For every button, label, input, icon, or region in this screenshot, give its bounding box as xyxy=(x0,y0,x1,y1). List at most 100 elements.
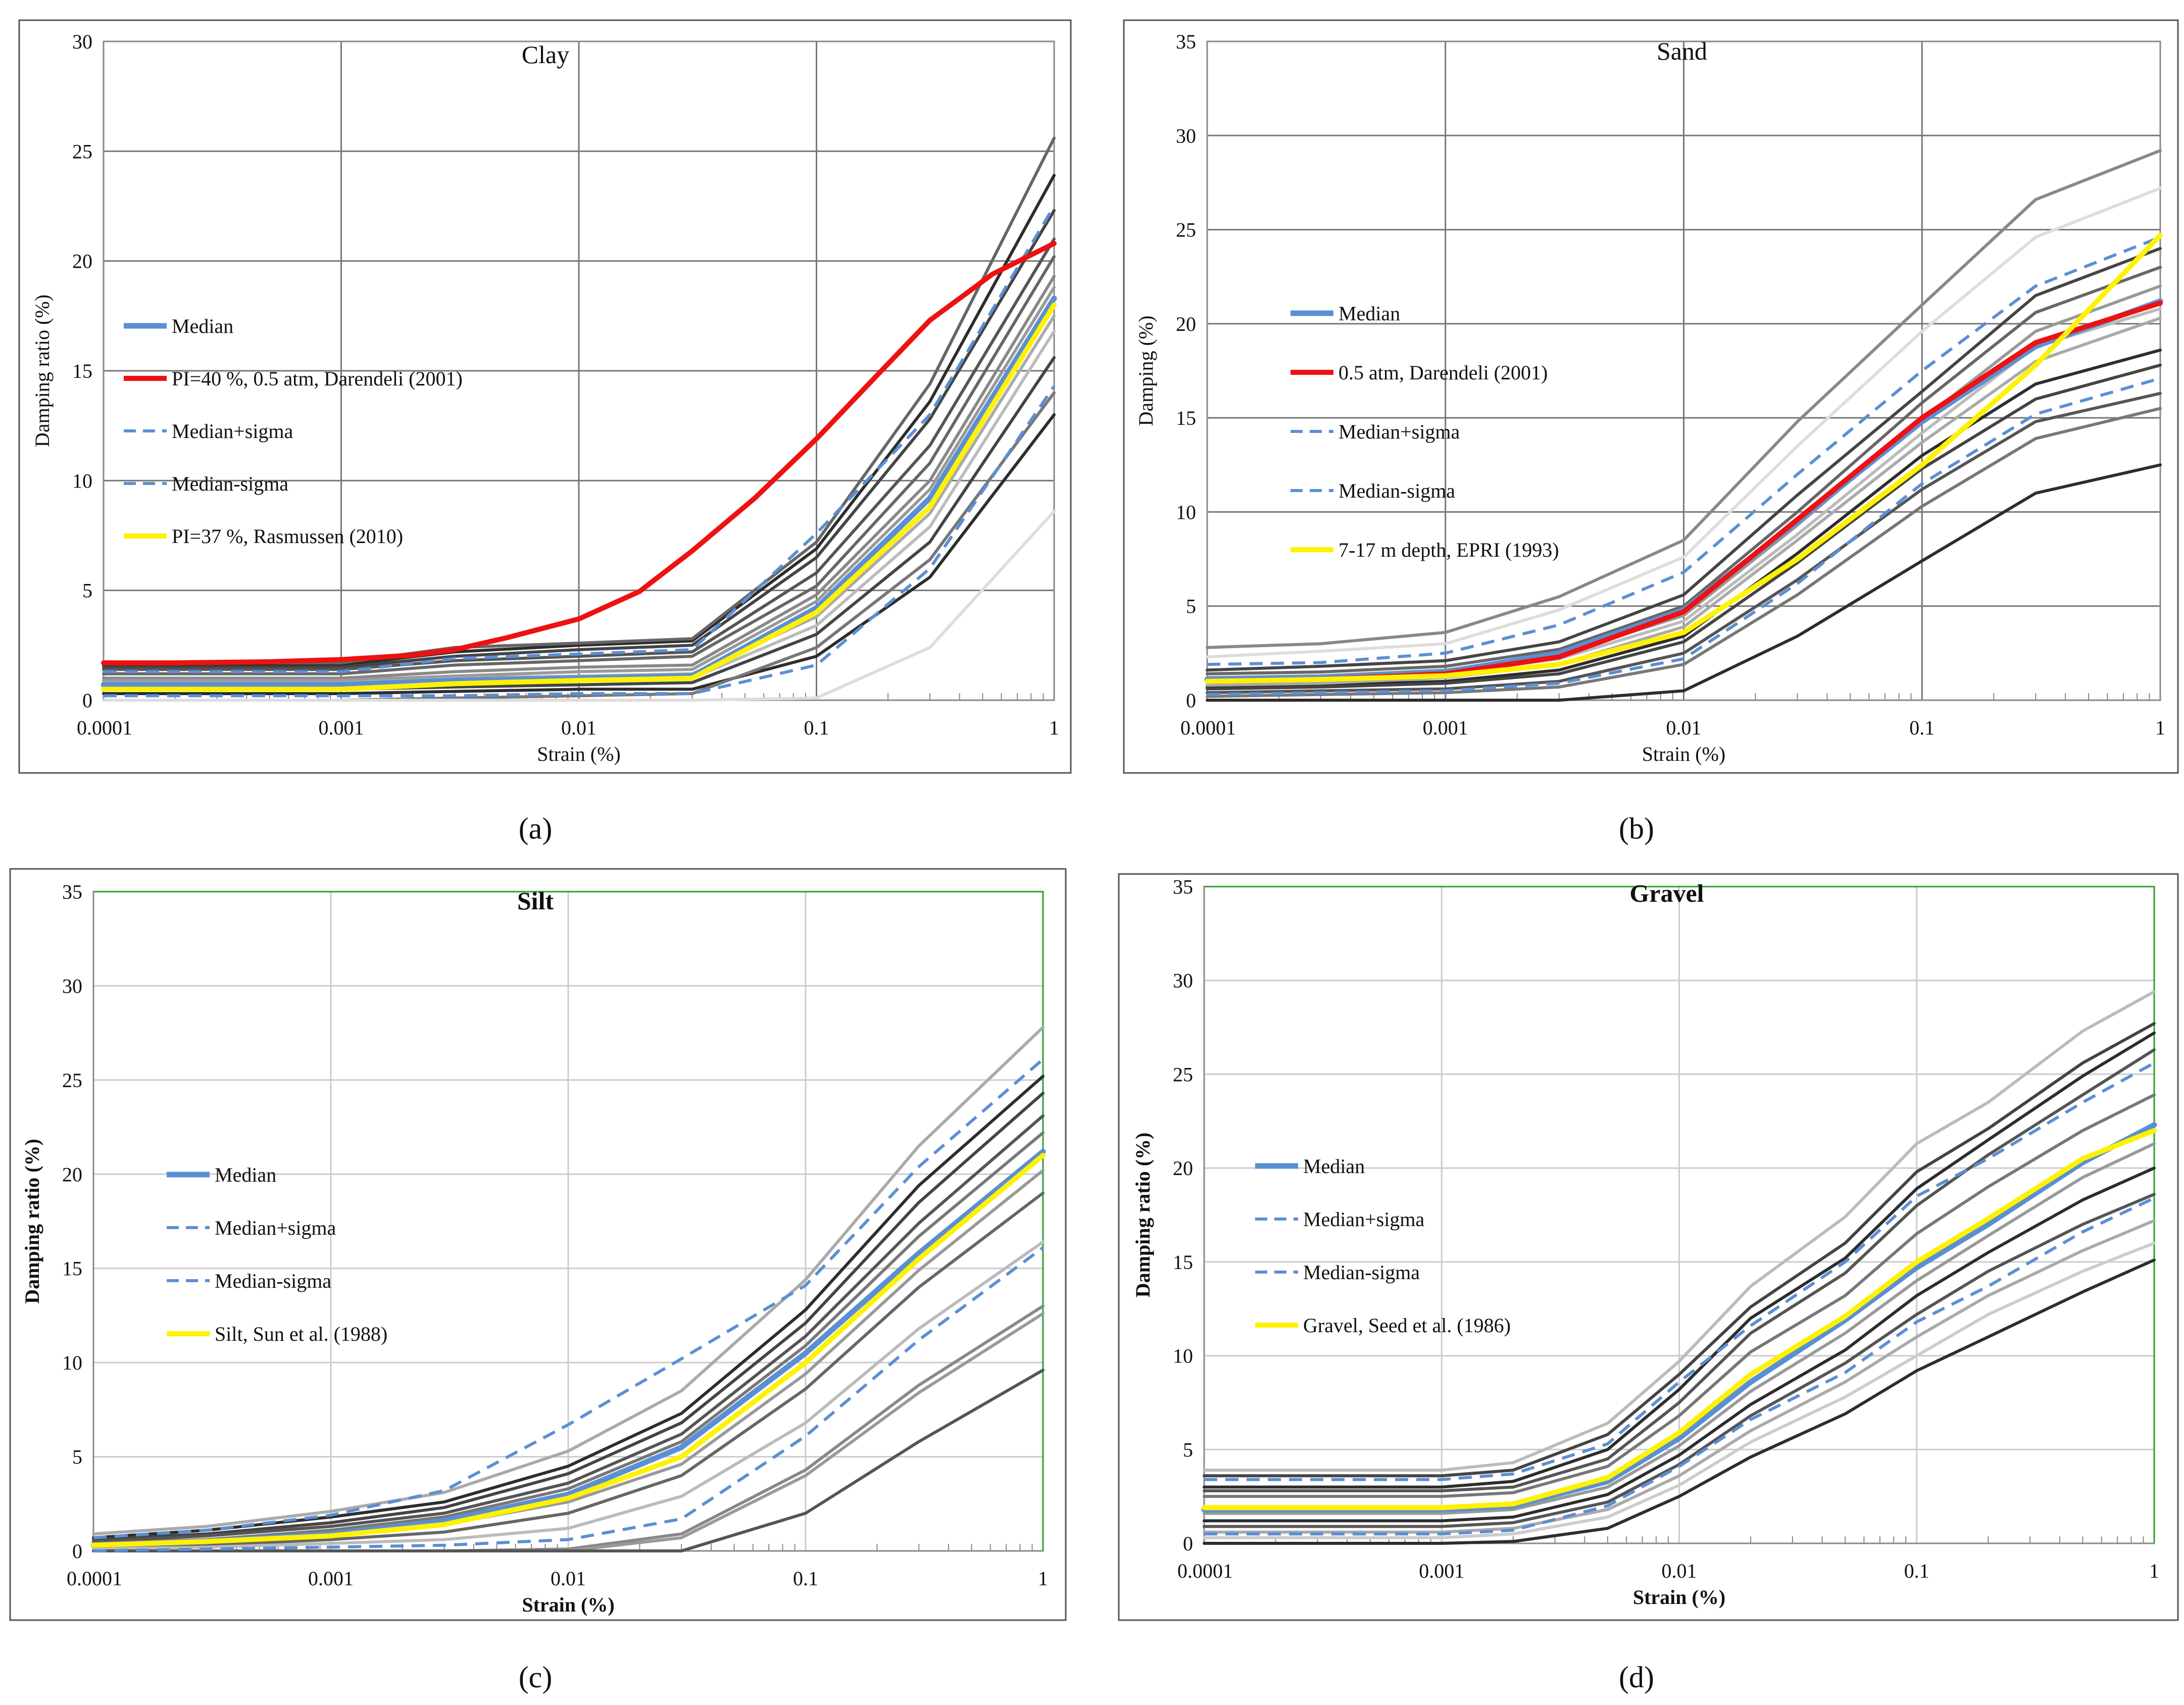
series-line-median-sigma xyxy=(104,385,1056,698)
y-tick-label: 5 xyxy=(82,579,92,602)
x-axis-label: Strain (%) xyxy=(522,1593,614,1616)
caption-a: (a) xyxy=(519,812,553,845)
series-line-site-7 xyxy=(92,1191,1045,1549)
series-line-pi-40-0-5-atm-darendeli-2001- xyxy=(101,240,1057,666)
series-line-site-3 xyxy=(1206,247,2162,672)
y-tick-label: 0 xyxy=(72,1540,82,1563)
x-tick-label: 0.1 xyxy=(1909,716,1934,739)
y-axis-label: Damping ratio (%) xyxy=(1131,1133,1154,1298)
legend-label: Median+sigma xyxy=(172,420,293,443)
series-line-site-9 xyxy=(1206,392,2162,695)
series-line-site-4 xyxy=(102,255,1056,675)
series-line-site-5 xyxy=(102,275,1056,680)
y-tick-label: 10 xyxy=(1176,501,1196,523)
series-line-site-1 xyxy=(1206,149,2162,649)
legend-label: Median-sigma xyxy=(1303,1261,1420,1284)
series-line-site-8 xyxy=(1203,1193,2156,1528)
y-tick-label: 20 xyxy=(1176,313,1196,335)
x-tick-label: 0.1 xyxy=(793,1567,818,1590)
legend-label: Median+sigma xyxy=(1338,420,1460,443)
x-tick-label: 0.1 xyxy=(1904,1560,1929,1582)
caption-c: (c) xyxy=(519,1661,553,1694)
series-line-site-2 xyxy=(1203,1022,2156,1478)
legend-label: Median xyxy=(1303,1155,1365,1178)
legend-label: PI=40 %, 0.5 atm, Darendeli (2001) xyxy=(172,367,463,390)
legend-label: Median xyxy=(215,1163,276,1186)
series-line-site-11 xyxy=(92,1369,1045,1552)
series-line-site-1 xyxy=(92,1026,1045,1536)
series-line-median-sigma xyxy=(1207,235,2161,666)
x-tick-label: 0.01 xyxy=(1662,1560,1697,1582)
series-line-site-4 xyxy=(1203,1048,2156,1492)
legend-label: Median xyxy=(1338,302,1400,325)
y-tick-label: 10 xyxy=(62,1351,82,1374)
series-line-site-3 xyxy=(1203,1031,2156,1489)
y-tick-label: 10 xyxy=(72,469,92,492)
legend-label: Median+sigma xyxy=(215,1216,336,1239)
legend-label: Gravel, Seed et al. (1986) xyxy=(1303,1314,1511,1337)
series-line-site-11 xyxy=(1203,1258,2156,1545)
y-tick-label: 5 xyxy=(72,1446,82,1469)
series-line-median-sigma xyxy=(93,1058,1044,1539)
series-line-median-sigma xyxy=(104,205,1056,673)
x-tick-label: 1 xyxy=(2155,716,2165,739)
chart-c: 0 5 10 15 20 25 30 35 0.0001 0.001 0.01 0.1 1 Strain … xyxy=(9,868,1067,1621)
series-line-site-10 xyxy=(102,413,1056,695)
y-axis-label: Damping ratio (%) xyxy=(31,295,54,447)
series-line-site-13 xyxy=(102,510,1056,702)
y-tick-label: 35 xyxy=(1176,30,1196,53)
legend-label: 0.5 atm, Darendeli (2001) xyxy=(1338,361,1548,384)
legend-label: Median-sigma xyxy=(215,1270,331,1292)
legend: Median Median+sigma Median-sigma Silt, Sun … xyxy=(167,1163,387,1345)
x-tick-label: 0.01 xyxy=(561,716,597,739)
y-axis-label: Damping (%) xyxy=(1134,316,1157,426)
y-tick-label: 10 xyxy=(1173,1345,1193,1368)
chart-b: 0 5 10 15 20 25 30 35 0.0001 0.001 0.01 0.1 1 Strain … xyxy=(1123,19,2179,774)
y-tick-label: 20 xyxy=(1173,1157,1193,1180)
y-tick-label: 20 xyxy=(72,250,92,273)
legend-label: Median+sigma xyxy=(1303,1208,1425,1231)
series-line-site-3 xyxy=(92,1092,1045,1541)
series-line-site-2 xyxy=(1206,186,2162,659)
y-tick-label: 25 xyxy=(72,140,92,163)
x-tick-label: 0.0001 xyxy=(1180,716,1236,739)
y-tick-label: 25 xyxy=(62,1069,82,1092)
series-line-site-4 xyxy=(92,1114,1045,1543)
legend: Median PI=40 %, 0.5 atm, Darendeli (2001)… xyxy=(124,315,463,548)
x-axis-label: Strain (%) xyxy=(1633,1586,1725,1609)
series-line-median-sigma xyxy=(1207,377,2161,696)
y-tick-label: 0 xyxy=(1186,689,1196,712)
y-tick-label: 15 xyxy=(1173,1251,1193,1274)
x-tick-label: 0.001 xyxy=(1419,1560,1464,1582)
series-line-gravel-seed-et-al-1986- xyxy=(1202,1128,2157,1511)
x-tick-label: 0.001 xyxy=(319,716,364,739)
plot-area-border xyxy=(1206,40,2161,701)
series-line-site-7 xyxy=(1203,1166,2156,1523)
series-line-site-8 xyxy=(1206,363,2162,691)
series-line-site-9 xyxy=(1203,1219,2156,1534)
x-axis-label: Strain (%) xyxy=(1642,743,1726,765)
x-tick-label: 0.001 xyxy=(308,1567,354,1590)
legend-label: Silt, Sun et al. (1988) xyxy=(215,1323,387,1345)
x-tick-label: 0.01 xyxy=(1666,716,1702,739)
series-line-site-12 xyxy=(1206,316,2162,687)
series-line-site-2 xyxy=(102,209,1056,669)
y-tick-label: 20 xyxy=(62,1163,82,1186)
y-tick-label: 0 xyxy=(1183,1532,1193,1555)
series-group xyxy=(90,1026,1046,1552)
y-tick-label: 30 xyxy=(1173,969,1193,992)
x-tick-label: 0.0001 xyxy=(77,716,132,739)
series-group xyxy=(1201,990,2157,1545)
chart-title: Silt xyxy=(517,887,554,915)
chart-d: 0 5 10 15 20 25 30 35 0.0001 0.001 0.01 0.1 1 Strain … xyxy=(1118,873,2179,1621)
series-line-site-10 xyxy=(1206,407,2162,698)
x-tick-label: 1 xyxy=(2149,1560,2159,1582)
y-tick-label: 35 xyxy=(1173,875,1193,898)
x-tick-label: 0.1 xyxy=(804,716,829,739)
x-tick-label: 0.01 xyxy=(551,1567,586,1590)
y-tick-label: 15 xyxy=(1176,407,1196,429)
series-line-median-sigma xyxy=(1204,1061,2155,1481)
series-line-7-17-m-depth-epri-1993- xyxy=(1205,232,2163,684)
chart-title: Clay xyxy=(522,40,569,69)
